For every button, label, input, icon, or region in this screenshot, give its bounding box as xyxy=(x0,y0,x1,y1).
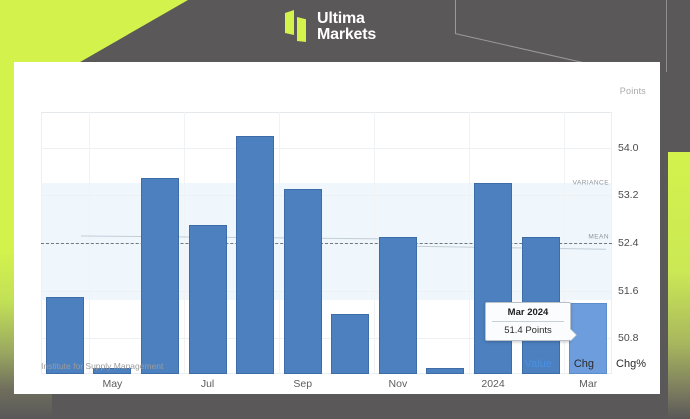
x-axis-tick-label: Mar xyxy=(579,378,598,390)
chart-tooltip: Mar 2024 51.4 Points xyxy=(485,302,571,341)
metric-toggle-value[interactable]: Value xyxy=(524,358,552,370)
bar-series xyxy=(41,112,612,374)
chart-bar[interactable] xyxy=(331,314,370,374)
metric-toggle-group[interactable]: Value Chg Chg% xyxy=(525,358,646,370)
decor-line-vertical xyxy=(455,0,456,34)
chart-bar[interactable] xyxy=(378,237,417,374)
y-axis-tick-label: 50.8 xyxy=(618,332,639,345)
metric-toggle-chg[interactable]: Chg xyxy=(573,358,595,370)
data-source-label: Institute for Supply Management xyxy=(41,361,164,371)
chart-bar[interactable] xyxy=(236,135,275,374)
x-axis-labels: May Jul Sep Nov 2024 Mar xyxy=(41,378,612,392)
gridline xyxy=(41,290,612,292)
variance-band-label: VARIANCE xyxy=(572,179,609,187)
tooltip-title: Mar 2024 xyxy=(492,307,564,322)
chart-bar[interactable] xyxy=(93,368,132,374)
logo-mark-icon xyxy=(285,10,310,43)
gridline xyxy=(41,195,612,197)
chart-footer: Institute for Supply Management Value Chg… xyxy=(41,358,646,381)
y-axis-unit-label: Points xyxy=(619,86,646,96)
x-axis-tick-label: Nov xyxy=(388,378,408,390)
logo-line-2: Markets xyxy=(317,25,377,43)
chart-card: Points VARIANCE MEAN 54.0 53.2 52.4 51.6 50.8… xyxy=(14,62,660,394)
x-axis-tick-label: Sep xyxy=(293,378,313,390)
logo-line-1: Ultima xyxy=(317,9,365,27)
chart-bar[interactable] xyxy=(188,225,227,374)
x-axis-tick-label: May xyxy=(102,378,123,390)
decor-line-right xyxy=(666,0,667,72)
y-axis-labels: 54.0 53.2 52.4 51.6 50.8 xyxy=(618,112,660,374)
gridline xyxy=(41,147,612,149)
logo-wordmark: Ultima Markets xyxy=(317,11,376,42)
chart-plot-area: VARIANCE MEAN xyxy=(41,112,612,374)
x-axis-tick-label: 2024 xyxy=(481,378,505,390)
y-axis-tick-label: 52.4 xyxy=(618,237,639,249)
y-axis-tick-label: 51.6 xyxy=(618,284,639,297)
tooltip-value: 51.4 Points xyxy=(504,324,552,336)
chart-bar[interactable] xyxy=(426,368,465,374)
chart-bar[interactable] xyxy=(140,177,179,374)
variance-band xyxy=(41,183,612,300)
ultima-markets-logo: Ultima Markets xyxy=(285,10,376,43)
chart-bar[interactable] xyxy=(283,189,322,374)
chart-bar[interactable] xyxy=(474,183,513,374)
gridline xyxy=(41,338,612,340)
chart-bar[interactable] xyxy=(45,296,84,374)
x-axis-tick-label: Jul xyxy=(200,378,215,390)
y-axis-tick-label: 54.0 xyxy=(618,141,639,154)
y-axis-tick-label: 53.2 xyxy=(618,189,639,202)
metric-toggle-chg-pct[interactable]: Chg% xyxy=(616,358,646,370)
brand-accent-right xyxy=(668,152,690,419)
mean-line-label: MEAN xyxy=(588,233,609,241)
mean-line xyxy=(41,243,612,244)
